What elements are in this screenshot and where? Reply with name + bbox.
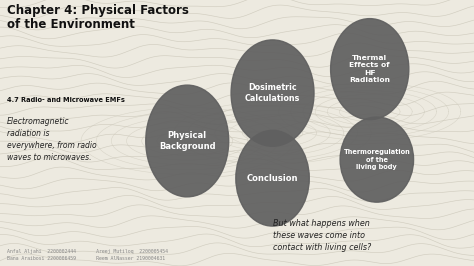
Ellipse shape — [231, 40, 314, 146]
Ellipse shape — [331, 19, 409, 120]
Text: 4.7 Radio- and Microwave EMFs: 4.7 Radio- and Microwave EMFs — [7, 97, 125, 103]
Text: But what happens when
these waves come into
contact with living cells?: But what happens when these waves come i… — [273, 219, 371, 252]
Ellipse shape — [236, 130, 309, 226]
Text: Electromagnetic
radiation is
everywhere, from radio
waves to microwaves.: Electromagnetic radiation is everywhere,… — [7, 117, 97, 163]
Text: Physical
Background: Physical Background — [159, 131, 216, 151]
Text: Thermal
Effects of
HF
Radiation: Thermal Effects of HF Radiation — [349, 55, 390, 84]
Text: Thermoregulation
of the
living body: Thermoregulation of the living body — [344, 149, 410, 170]
Ellipse shape — [146, 85, 228, 197]
Text: Dosimetric
Calculations: Dosimetric Calculations — [245, 83, 300, 103]
Ellipse shape — [340, 117, 413, 202]
Text: Conclusion: Conclusion — [247, 174, 298, 183]
Text: Chapter 4: Physical Factors
of the Environment: Chapter 4: Physical Factors of the Envir… — [7, 4, 189, 31]
Text: Anfal Aljahi  2200002444       Areej Mutiloq  2200005454
Bana Araibosi 220000645: Anfal Aljahi 2200002444 Areej Mutiloq 22… — [7, 249, 168, 261]
